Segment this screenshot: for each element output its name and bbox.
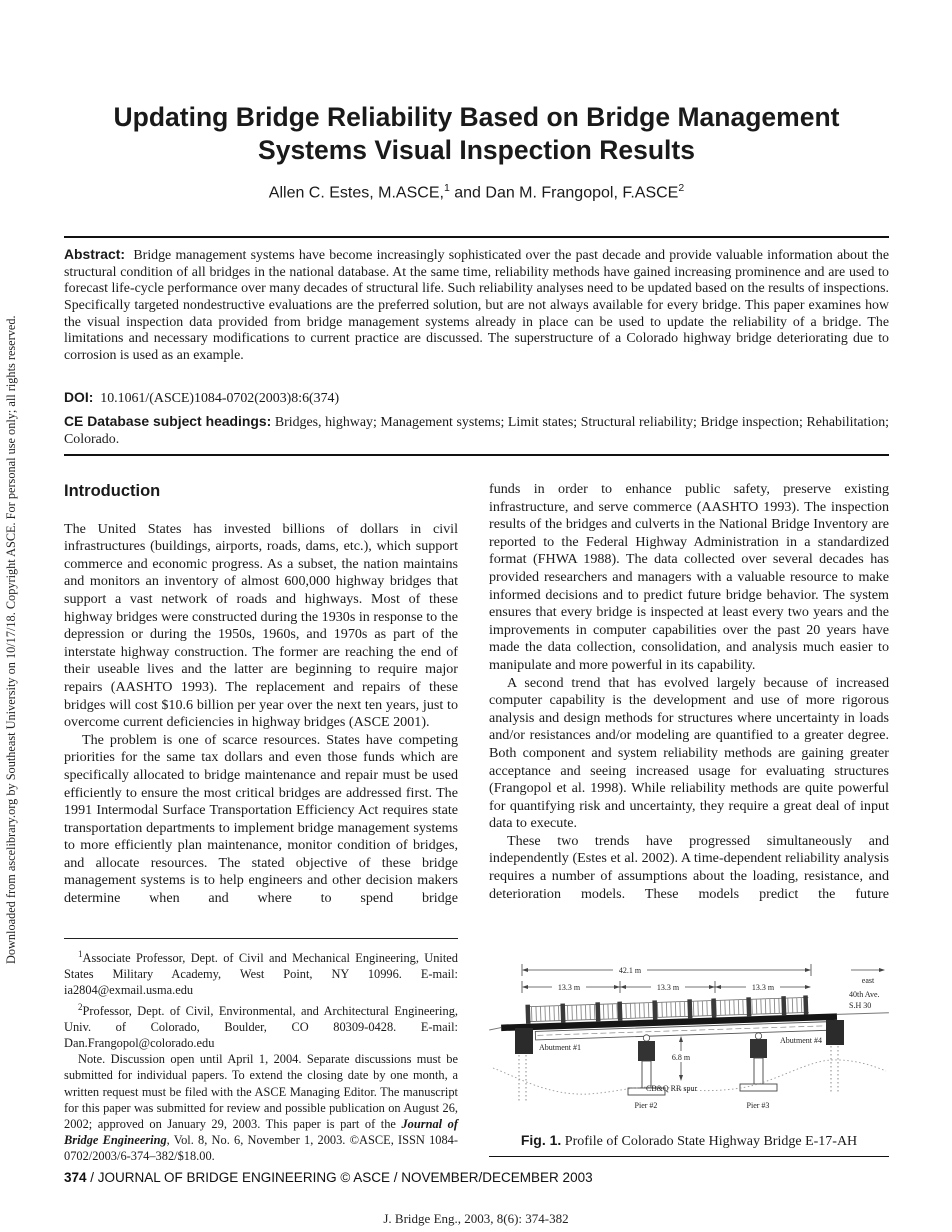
footnote-publication-note: Note. Discussion open until April 1, 200…: [64, 1051, 458, 1164]
subject-headings-label: CE Database subject headings:: [64, 413, 272, 429]
body-paragraph: The problem is one of scarce resources. …: [64, 731, 458, 907]
bottom-citation: J. Bridge Eng., 2003, 8(6): 374-382: [383, 1211, 569, 1226]
doi-line: DOI: 10.1061/(ASCE)1084-0702(2003)8:6(37…: [64, 389, 889, 407]
footnotes-block: 1Associate Professor, Dept. of Civil and…: [64, 938, 458, 1164]
author-line: Allen C. Estes, M.ASCE,1 and Dan M. Fran…: [64, 182, 889, 202]
subject-headings-line: CE Database subject headings: Bridges, h…: [64, 413, 889, 448]
author-2-affiliation-mark: 2: [678, 182, 685, 194]
footnote-affiliation-1: 1Associate Professor, Dept. of Civil and…: [64, 946, 458, 999]
ground-line: [492, 1059, 887, 1095]
dim-span3-label: 13.3 m: [752, 983, 775, 992]
footnote-1-mark: 1: [78, 949, 83, 959]
note-text-pre: Note. Discussion open until April 1, 200…: [64, 1052, 458, 1131]
figure-caption-text: Profile of Colorado State Highway Bridge…: [561, 1134, 858, 1149]
figure-caption: Fig. 1. Profile of Colorado State Highwa…: [489, 1132, 889, 1150]
page-number: 374: [64, 1170, 87, 1185]
height-dim-label: 6.8 m: [672, 1053, 691, 1062]
body-paragraph: These two trends have progressed simulta…: [489, 832, 889, 902]
doi-value: 10.1061/(ASCE)1084-0702(2003)8:6(374): [100, 391, 340, 406]
figure-caption-label: Fig. 1.: [520, 1132, 562, 1148]
running-footer: 374 / JOURNAL OF BRIDGE ENGINEERING © AS…: [64, 1170, 889, 1185]
abstract-label: Abstract:: [64, 246, 125, 262]
doi-label: DOI:: [64, 389, 94, 405]
paper-title: Updating Bridge Reliability Based on Bri…: [113, 102, 840, 165]
abutment1-label: Abutment #1: [539, 1043, 581, 1052]
dim-span1-label: 13.3 m: [558, 983, 581, 992]
dim-span2-label: 13.3 m: [657, 983, 680, 992]
east-label: east: [862, 976, 875, 985]
abstract-text: Bridge management systems have become in…: [64, 248, 889, 363]
abstract-top-rule: [64, 236, 889, 238]
introduction-heading: Introduction: [64, 482, 161, 500]
street-label-2: S.H 30: [849, 1001, 871, 1010]
railroad-label: CB&Q RR spur: [646, 1084, 697, 1093]
author-1: Allen C. Estes, M.ASCE,: [268, 184, 444, 202]
figure-1: 42.1 m east 13.3 m 13.3 m 13.3 m 40th Av…: [489, 960, 889, 1157]
footnote-2-text: Professor, Dept. of Civil, Environmental…: [64, 1003, 458, 1051]
deck-railing-group: [489, 995, 889, 1041]
footer-journal-text: / JOURNAL OF BRIDGE ENGINEERING © ASCE /…: [86, 1170, 593, 1185]
pier3-label: Pier #3: [747, 1101, 770, 1110]
body-paragraph: A second trend that has evolved largely …: [489, 674, 889, 832]
author-2: and Dan M. Frangopol, F.ASCE: [449, 184, 679, 202]
footnote-affiliation-2: 2Professor, Dept. of Civil, Environmenta…: [64, 999, 458, 1052]
body-paragraph: funds in order to enhance public safety,…: [489, 481, 889, 673]
left-column: Introduction The United States has inves…: [64, 482, 458, 908]
download-watermark: Downloaded from ascelibrary.org by South…: [4, 315, 18, 964]
note-text-post: , Vol. 8, No. 6, November 1, 2003. ©ASCE…: [64, 1132, 458, 1164]
right-column: funds in order to enhance public safety,…: [489, 481, 889, 903]
body-paragraph: The United States has invested billions …: [64, 520, 458, 731]
journal-name: Journal of Bridge Engineering: [64, 1116, 458, 1147]
headings-bottom-rule: [64, 454, 889, 456]
pier2-label: Pier #2: [635, 1101, 658, 1110]
figure-bottom-rule: [489, 1156, 889, 1157]
dim-total-label: 42.1 m: [619, 966, 642, 975]
author-1-affiliation-mark: 1: [443, 182, 450, 194]
footnote-2-mark: 2: [78, 1001, 83, 1012]
street-label-1: 40th Ave.: [849, 990, 880, 999]
bridge-profile-drawing: 42.1 m east 13.3 m 13.3 m 13.3 m 40th Av…: [489, 964, 889, 1110]
footnote-1-text: Associate Professor, Dept. of Civil and …: [64, 951, 458, 998]
abstract-section: Abstract: Bridge management systems have…: [64, 246, 889, 365]
subject-headings-value: Bridges, highway; Management systems; Li…: [64, 415, 890, 448]
abutment4-label: Abutment #4: [780, 1036, 822, 1045]
